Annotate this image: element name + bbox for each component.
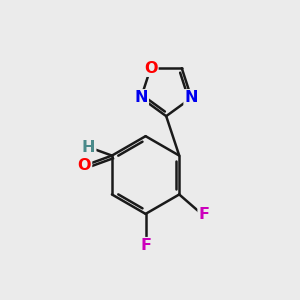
Text: F: F: [140, 238, 151, 253]
Text: N: N: [134, 90, 148, 105]
Text: H: H: [82, 140, 95, 154]
Text: F: F: [199, 207, 210, 222]
Text: O: O: [77, 158, 91, 173]
Text: N: N: [184, 90, 198, 105]
Text: O: O: [144, 61, 158, 76]
